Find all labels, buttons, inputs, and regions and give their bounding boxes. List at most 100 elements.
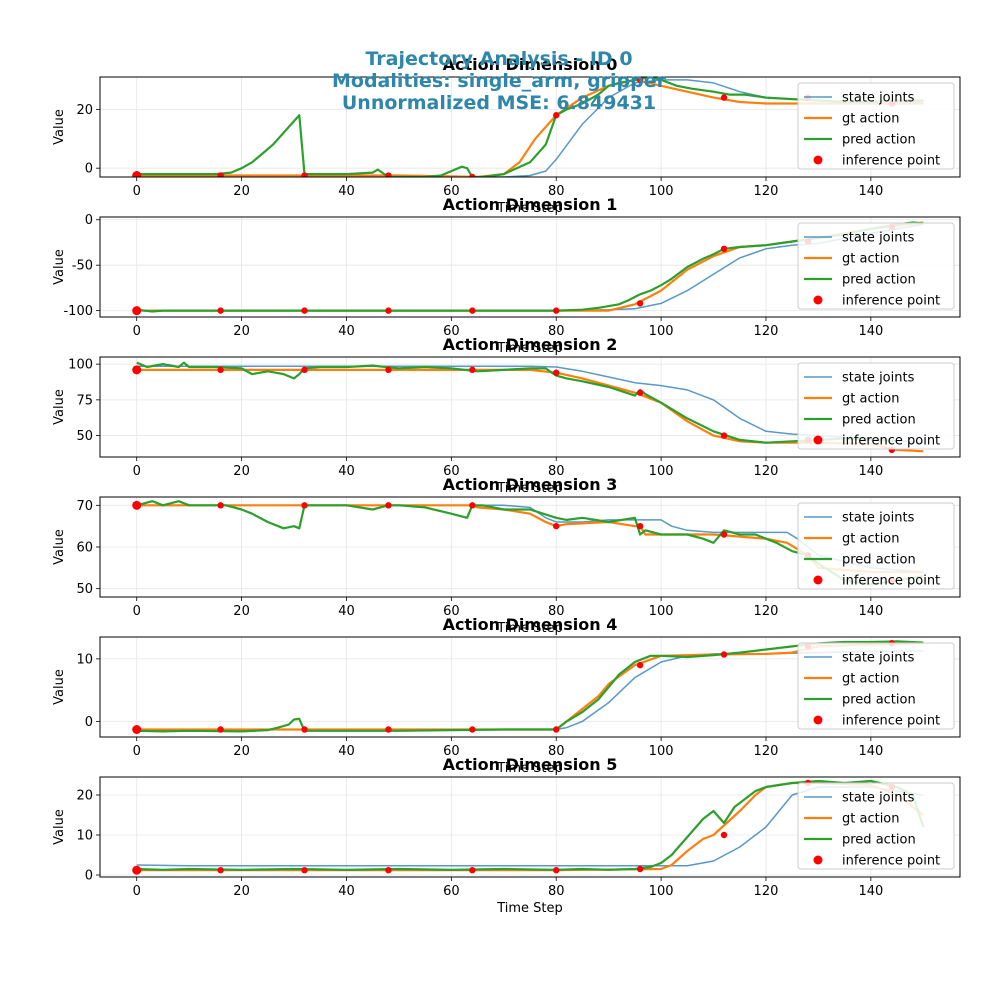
inference-point [385, 307, 392, 314]
y-axis-label: Value [52, 109, 67, 145]
inference-point [217, 366, 224, 374]
inference-point [217, 172, 224, 177]
subplot-title: Action Dimension 2 [443, 335, 618, 354]
inference-point [553, 369, 560, 376]
inference-point [301, 366, 308, 374]
x-tick-label: 140 [858, 324, 883, 339]
legend-label: gt action [842, 252, 900, 267]
legend-marker-inference [813, 295, 823, 305]
series-line-pred [136, 77, 924, 177]
inference-point [469, 173, 476, 177]
x-tick-label: 100 [649, 324, 674, 339]
x-tick-label: 60 [443, 884, 460, 899]
subplot-title: Action Dimension 1 [443, 195, 618, 214]
legend: state joints gt action pred action inferenc… [797, 502, 955, 590]
subplot-4: 0 20 40 60 80 100 120 140 0 10 Time Step Value Actio… [52, 615, 961, 776]
x-tick-label: 80 [548, 884, 565, 899]
legend-label: gt action [842, 532, 900, 547]
axes-frame [99, 216, 961, 318]
axes-frame [99, 76, 961, 178]
subplot-5: 0 20 40 60 80 100 120 140 0 10 20 Time Step Value Act… [52, 755, 961, 916]
y-tick-label: 0 [85, 162, 93, 177]
x-tick-label: 100 [649, 184, 674, 199]
y-tick-label: 10 [76, 652, 93, 667]
x-tick-label: 80 [548, 324, 565, 339]
subplot-title: Action Dimension 0 [443, 55, 618, 74]
inference-point [720, 94, 728, 101]
legend-label: pred action [842, 133, 916, 148]
y-axis-label: Value [52, 389, 67, 425]
y-tick-label: 20 [76, 789, 93, 804]
x-tick-label: 120 [754, 324, 779, 339]
inference-point [469, 502, 476, 509]
x-tick-label: 120 [754, 604, 779, 619]
x-axis-label: Time Step [496, 761, 563, 776]
inference-point [132, 500, 142, 510]
legend-box [797, 222, 955, 310]
y-tick-label: 100 [68, 358, 93, 373]
legend-marker-inference [813, 855, 823, 865]
x-tick-label: 0 [133, 884, 141, 899]
inference-point [636, 522, 644, 530]
series-group [132, 640, 924, 734]
x-axis-label: Time Step [496, 901, 563, 916]
inference-point [217, 726, 224, 733]
inference-point [385, 726, 392, 733]
x-axis-label: Time Step [496, 341, 563, 356]
legend-label: state joints [842, 231, 915, 246]
y-tick-label: 75 [76, 393, 93, 408]
inference-point [132, 725, 142, 734]
inference-point [553, 307, 560, 314]
inference-point [301, 172, 308, 177]
inference-point [385, 502, 392, 509]
y-tick-label: 50 [76, 582, 93, 597]
legend-label: inference point [842, 154, 940, 169]
x-axis-label: Time Step [496, 201, 563, 216]
x-tick-label: 140 [858, 604, 883, 619]
legend-box [797, 82, 955, 170]
x-tick-label: 80 [548, 604, 565, 619]
x-tick-label: 0 [133, 464, 141, 479]
x-tick-label: 20 [233, 464, 250, 479]
series-line-pred [136, 640, 924, 733]
axes-frame [99, 356, 961, 458]
legend: state joints gt action pred action inferenc… [797, 222, 955, 310]
subplot-title: Action Dimension 5 [443, 755, 618, 774]
inference-point [553, 112, 560, 119]
inference-point [720, 531, 728, 538]
x-axis-label: Time Step [496, 621, 563, 636]
x-tick-label: 40 [338, 324, 355, 339]
inference-point [132, 365, 142, 375]
legend-label: inference point [842, 714, 940, 729]
legend-label: pred action [842, 273, 916, 288]
y-tick-label: 20 [76, 103, 93, 118]
y-axis-label: Value [52, 669, 67, 705]
x-tick-label: 40 [338, 184, 355, 199]
figure-suptitle: Trajectory Analysis - ID 0 Modalities: s… [332, 48, 667, 114]
subplot-2: 0 20 40 60 80 100 120 140 50 75 100 Time Step Value A… [52, 335, 961, 496]
legend-marker-inference [813, 575, 823, 585]
legend-label: state joints [842, 371, 915, 386]
y-tick-label: 0 [85, 869, 93, 884]
x-tick-label: 100 [649, 604, 674, 619]
x-tick-label: 120 [754, 464, 779, 479]
x-tick-label: 120 [754, 884, 779, 899]
x-tick-label: 40 [338, 464, 355, 479]
x-tick-label: 20 [233, 744, 250, 759]
x-tick-label: 20 [233, 184, 250, 199]
x-tick-label: 140 [858, 884, 883, 899]
x-tick-label: 100 [649, 464, 674, 479]
series-line-pred [136, 500, 924, 586]
legend-box [797, 362, 955, 450]
inference-point [553, 522, 560, 530]
legend-marker-inference [813, 435, 823, 445]
y-tick-label: -100 [63, 304, 93, 319]
x-tick-label: 100 [649, 884, 674, 899]
legend-label: pred action [842, 553, 916, 568]
inference-point [385, 172, 392, 177]
inference-point [720, 831, 728, 839]
legend-label: gt action [842, 112, 900, 127]
legend-label: state joints [842, 511, 915, 526]
inference-point [301, 502, 308, 509]
